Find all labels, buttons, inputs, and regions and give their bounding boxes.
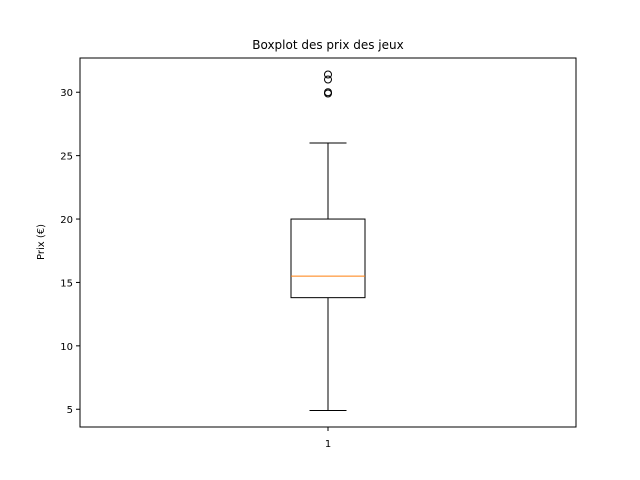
outlier-point bbox=[324, 75, 332, 84]
y-tick-label: 15 bbox=[60, 278, 73, 289]
outlier-point bbox=[324, 70, 332, 79]
plot-frame bbox=[79, 57, 577, 428]
y-axis-label: Prix (€) bbox=[36, 224, 47, 260]
y-tick-label: 20 bbox=[60, 215, 73, 226]
y-tick-label: 30 bbox=[60, 88, 73, 99]
y-tick-label: 10 bbox=[60, 342, 73, 353]
plot-area: 5 10 15 20 25 30 1 bbox=[60, 70, 366, 450]
outlier-point bbox=[324, 88, 332, 97]
y-tick-label: 5 bbox=[67, 405, 73, 416]
x-tick-label: 1 bbox=[325, 439, 331, 450]
y-tick-label: 25 bbox=[60, 152, 73, 163]
iqr-box bbox=[290, 218, 366, 299]
chart-title: Boxplot des prix des jeux bbox=[252, 38, 403, 52]
